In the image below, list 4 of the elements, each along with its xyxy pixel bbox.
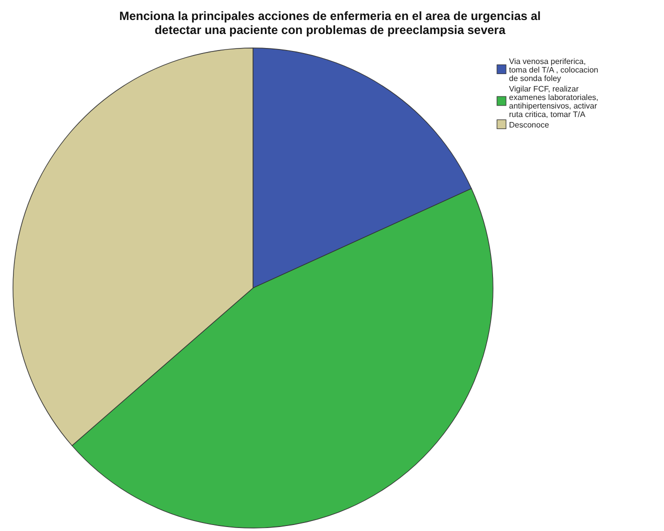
legend-label: Desconoce bbox=[509, 120, 550, 130]
legend-label: Vigilar FCF, realizar examenes laboratoriales, antihipertensivos, activar ruta critica, tomar T/A bbox=[509, 84, 598, 119]
chart-title: Menciona la principales acciones de enfermeria en el area de urgencias al detectar una paciente con problemas de preeclampsia severa bbox=[119, 9, 541, 37]
legend-label: Via venosa periferica, toma del T/A , colocacion de sonda foley bbox=[509, 57, 598, 83]
